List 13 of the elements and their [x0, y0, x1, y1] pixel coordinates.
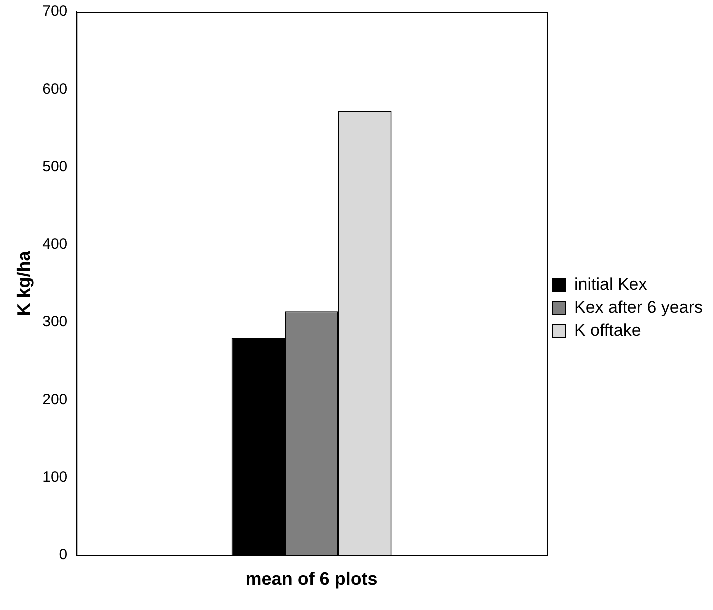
- y-tick-label: 100: [42, 468, 68, 486]
- y-tick-label: 600: [42, 80, 68, 98]
- y-axis-title: K kg/ha: [14, 250, 34, 316]
- y-tick-label: 400: [42, 236, 68, 254]
- legend-label: initial Kex: [574, 275, 648, 294]
- y-tick-label: 500: [42, 158, 68, 176]
- y-tick-label: 0: [59, 546, 68, 564]
- x-tick-label: mean of 6 plots: [246, 569, 378, 590]
- legend-label: Kex after 6 years: [574, 298, 704, 318]
- y-tick-label: 700: [42, 3, 68, 20]
- y-tick-label: 200: [42, 391, 68, 408]
- y-tick-label: 300: [42, 314, 68, 331]
- legend-label: K offtake: [574, 321, 642, 340]
